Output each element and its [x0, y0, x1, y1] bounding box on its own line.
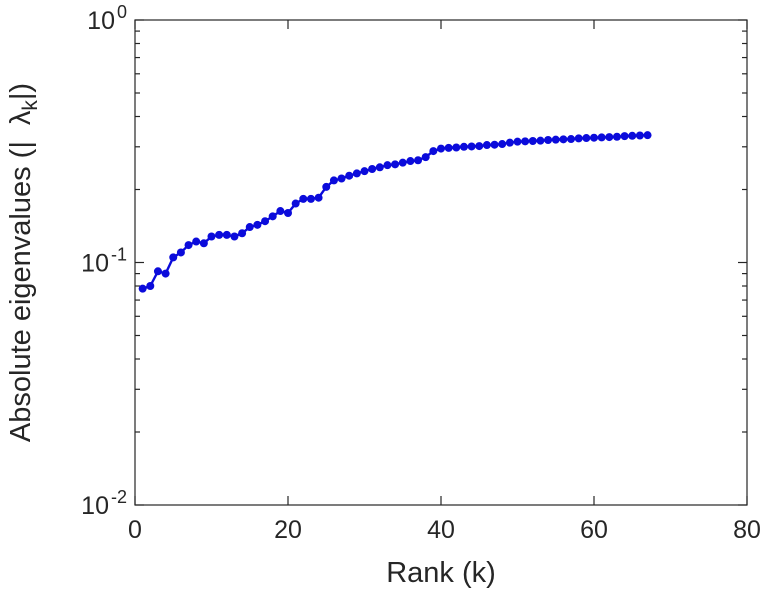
- data-point: [391, 160, 400, 169]
- x-tick-label: 40: [427, 516, 455, 544]
- data-point: [314, 193, 323, 202]
- data-point: [230, 232, 239, 241]
- data-point: [153, 267, 162, 276]
- x-tick-label: 0: [128, 516, 142, 544]
- series-markers-absolute-eigenvalues: [138, 131, 652, 293]
- data-point: [490, 140, 499, 149]
- data-point: [329, 176, 338, 185]
- data-point: [268, 212, 277, 221]
- data-point: [559, 135, 568, 144]
- data-point: [306, 194, 315, 203]
- data-point: [505, 138, 514, 147]
- data-point: [276, 207, 285, 216]
- data-point: [238, 229, 247, 238]
- data-point: [352, 169, 361, 178]
- data-point: [590, 133, 598, 142]
- data-point: [383, 161, 392, 170]
- y-tick-label: 10 -1: [81, 245, 127, 278]
- data-point: [337, 174, 346, 183]
- data-point: [536, 136, 545, 145]
- data-point: [643, 131, 652, 140]
- data-point: [452, 143, 461, 152]
- data-point: [222, 230, 231, 239]
- x-tick-label: 80: [733, 516, 761, 544]
- data-point: [528, 136, 537, 145]
- data-point: [567, 135, 576, 144]
- data-point: [322, 182, 331, 191]
- data-point: [146, 282, 155, 290]
- data-point: [574, 134, 583, 143]
- data-point: [620, 132, 629, 141]
- y-tick-label: 10 -2: [81, 487, 127, 520]
- data-point: [261, 217, 270, 226]
- data-point: [635, 131, 644, 140]
- data-point: [612, 132, 621, 141]
- data-point: [368, 164, 377, 173]
- data-point: [406, 157, 415, 166]
- data-point: [459, 142, 468, 151]
- data-point: [628, 131, 637, 140]
- data-point: [513, 137, 522, 146]
- data-point: [207, 232, 216, 241]
- data-point: [421, 153, 430, 162]
- data-point: [176, 248, 185, 257]
- data-point: [253, 220, 262, 229]
- data-point: [544, 136, 553, 144]
- tick-marks: [134, 19, 748, 506]
- y-axis-label: Absolute eigenvalues (|λk|): [5, 83, 42, 442]
- y-tick-label: 10 0: [87, 2, 127, 35]
- data-point: [521, 137, 530, 146]
- data-point: [360, 167, 369, 176]
- data-point: [437, 144, 445, 153]
- series-line-absolute-eigenvalues: [142, 133, 648, 290]
- data-point: [199, 239, 208, 248]
- data-point: [184, 241, 193, 250]
- data-point: [414, 156, 423, 165]
- data-point: [291, 199, 300, 208]
- data-point: [169, 253, 178, 262]
- data-point: [138, 284, 147, 293]
- data-point: [284, 209, 292, 217]
- data-point: [475, 142, 484, 151]
- data-point: [551, 135, 560, 144]
- data-point: [444, 143, 453, 152]
- x-axis-label: Rank (k): [386, 557, 496, 589]
- data-point: [482, 141, 491, 150]
- data-point: [398, 158, 407, 167]
- data-point: [467, 142, 476, 151]
- data-point: [161, 269, 170, 278]
- data-point: [215, 230, 224, 239]
- data-point: [498, 140, 507, 149]
- x-tick-label: 20: [274, 516, 302, 544]
- x-tick-label: 60: [580, 516, 608, 544]
- data-point: [375, 163, 384, 172]
- data-point: [582, 134, 591, 143]
- data-point: [597, 133, 606, 142]
- data-point: [299, 194, 308, 203]
- axes-box: [134, 19, 748, 506]
- data-point: [192, 237, 201, 246]
- data-point: [245, 223, 254, 232]
- data-point: [429, 147, 438, 156]
- data-point: [605, 133, 614, 142]
- data-point: [345, 171, 354, 180]
